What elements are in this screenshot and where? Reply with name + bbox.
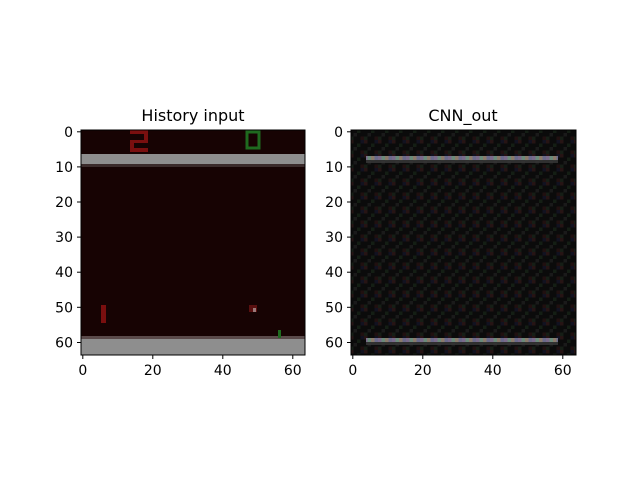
history-input-panel: History input [55, 106, 306, 379]
x-tick-label: 0 [348, 363, 357, 379]
x-tick-label: 60 [554, 363, 572, 379]
y-tick-label: 30 [55, 230, 73, 246]
top-wall-bar [81, 154, 305, 164]
cnn-out-image [351, 130, 576, 355]
bottom-wall-bar [81, 338, 305, 355]
history-input-x-axis: 0 20 40 60 [78, 355, 302, 379]
history-input-frame [80, 129, 306, 356]
x-tick-label: 40 [484, 363, 502, 379]
y-tick-label: 0 [64, 125, 73, 141]
y-tick-label: 20 [55, 195, 73, 211]
score-digit-left [130, 130, 148, 152]
x-tick-label: 20 [414, 363, 432, 379]
y-tick-label: 40 [55, 265, 73, 281]
history-input-image [81, 130, 305, 355]
cnn-out-y-axis: 0 10 20 30 40 50 60 [325, 125, 351, 352]
history-input-y-axis: 0 10 20 30 40 50 60 [55, 125, 81, 352]
cnn-out-frame [350, 129, 577, 356]
y-tick-label: 10 [325, 160, 343, 176]
y-tick-label: 60 [325, 336, 343, 352]
left-paddle [101, 305, 106, 323]
cnn-out-panel: CNN_out 0 10 20 30 40 50 60 [325, 106, 577, 379]
y-tick-label: 50 [55, 300, 73, 316]
right-paddle [278, 330, 281, 338]
cnn-bottom-band-glow [366, 342, 558, 345]
bottom-wall-shadow [81, 336, 305, 339]
cnn-out-title: CNN_out [428, 106, 497, 126]
y-tick-label: 10 [55, 160, 73, 176]
y-tick-label: 50 [325, 300, 343, 316]
cnn-out-x-axis: 0 20 40 60 [348, 355, 572, 379]
ball-highlight [253, 308, 256, 312]
y-tick-label: 30 [325, 230, 343, 246]
history-input-title: History input [141, 106, 244, 125]
x-tick-label: 60 [284, 363, 302, 379]
x-tick-label: 0 [78, 363, 87, 379]
cnn-top-band [366, 156, 558, 160]
cnn-top-band-glow [366, 160, 558, 163]
y-tick-label: 0 [334, 125, 343, 141]
top-wall-shadow [81, 164, 305, 167]
y-tick-label: 20 [325, 195, 343, 211]
x-tick-label: 40 [214, 363, 232, 379]
score-digit-right [245, 130, 261, 150]
y-tick-label: 40 [325, 265, 343, 281]
cnn-bottom-band [366, 338, 558, 342]
y-tick-label: 60 [55, 336, 73, 352]
x-tick-label: 20 [144, 363, 162, 379]
